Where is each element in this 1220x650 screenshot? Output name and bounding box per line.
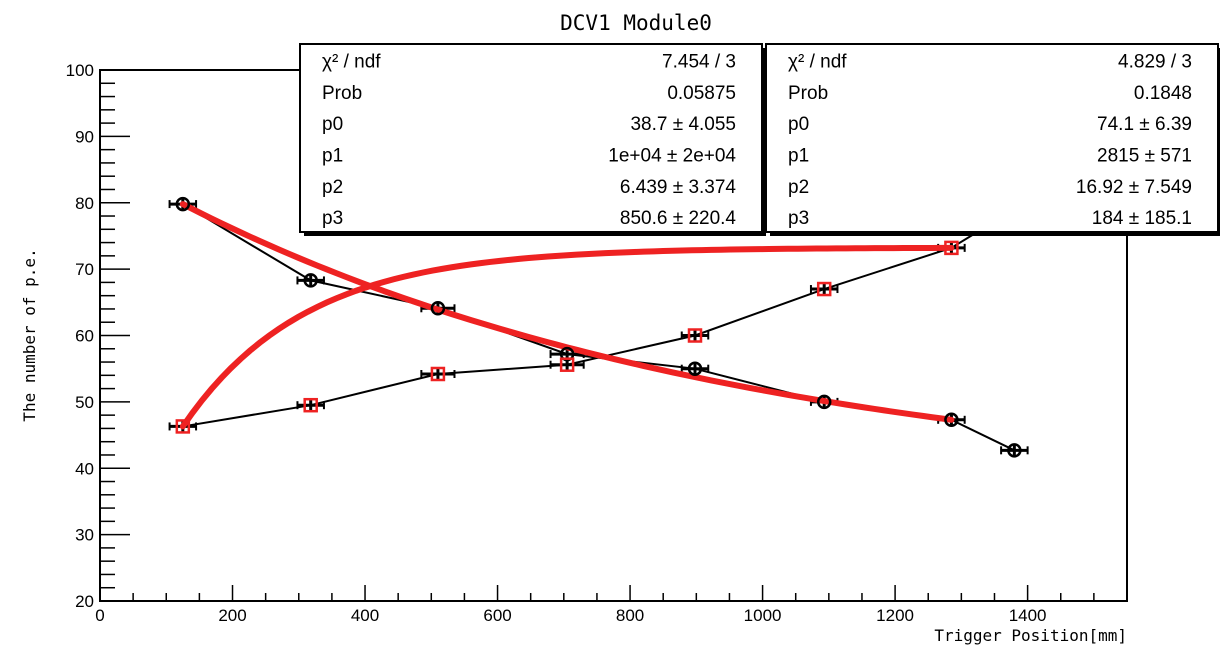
square-marker	[687, 328, 703, 343]
y-tick-label: 100	[66, 61, 94, 80]
x-tick-label: 1000	[744, 606, 782, 625]
stats-label: p2	[322, 177, 343, 198]
x-tick-label: 0	[95, 606, 104, 625]
y-tick-label: 80	[75, 194, 94, 213]
fit-curves	[179, 201, 955, 430]
stats-value: 74.1 ± 6.39	[1097, 114, 1192, 135]
stats-box	[765, 43, 1219, 233]
circle-marker	[430, 301, 446, 316]
x-tick-label: 200	[218, 606, 246, 625]
circle-marker	[175, 196, 191, 212]
y-tick-label: 50	[75, 393, 94, 412]
fit-stats-boxes: χ² / ndf 7.454 / 3 Prob 0.05875 p0 38.7 ± 4.0…	[299, 43, 1220, 236]
stats-label: p0	[322, 114, 343, 135]
axis-tick-labels: 0 200 400 600 800 1000 1200 1400 20 30 40 50 60 70 80 9…	[66, 61, 1047, 625]
stats-label: p1	[788, 146, 809, 167]
square-marker	[944, 240, 959, 256]
stats-value: 16.92 ± 7.549	[1076, 177, 1192, 198]
circle-marker	[944, 412, 959, 428]
square-marker	[430, 366, 446, 382]
x-axis-title: Trigger Position[mm]	[934, 626, 1127, 645]
x-tick-label: 400	[351, 606, 379, 625]
stats-value: 2815 ± 571	[1097, 146, 1192, 167]
stats-value: 184 ± 185.1	[1092, 208, 1192, 229]
stats-label: p0	[788, 114, 809, 135]
fit-curve	[179, 244, 955, 430]
y-tick-label: 20	[75, 592, 94, 611]
y-tick-label: 30	[75, 526, 94, 545]
y-tick-label: 60	[75, 327, 94, 346]
stats-label: p1	[322, 146, 343, 167]
stats-value: 6.439 ± 3.374	[620, 177, 737, 198]
stats-label: Prob	[322, 83, 362, 104]
chart-title: DCV1 Module0	[560, 11, 712, 35]
y-axis-title: The number of p.e.	[20, 248, 39, 421]
y-tick-label: 90	[75, 127, 94, 146]
stats-value: 0.1848	[1134, 83, 1192, 104]
stats-value: 0.05875	[667, 83, 736, 104]
circle-marker	[303, 273, 318, 288]
square-marker	[175, 419, 191, 434]
y-tick-label: 70	[75, 260, 94, 279]
circle-marker	[816, 394, 832, 410]
circle-marker	[559, 346, 575, 362]
x-tick-label: 1400	[1009, 606, 1047, 625]
y-tick-label: 40	[75, 459, 94, 478]
stats-label: Prob	[788, 83, 828, 104]
circle-marker	[687, 361, 703, 376]
x-tick-label: 600	[483, 606, 511, 625]
stats-label: χ² / ndf	[788, 52, 847, 73]
square-marker	[559, 357, 575, 372]
stats-value: 4.829 / 3	[1118, 52, 1192, 73]
square-marker	[816, 281, 832, 297]
stats-value: 7.454 / 3	[662, 52, 736, 73]
axis-ticks	[99, 69, 1128, 602]
stats-label: χ² / ndf	[322, 52, 381, 73]
stats-value: 1e+04 ± 2e+04	[608, 146, 736, 167]
square-marker	[303, 397, 318, 413]
x-tick-label: 800	[616, 606, 644, 625]
x-tick-label: 1200	[876, 606, 914, 625]
fit-curve	[179, 201, 955, 423]
data-marks	[168, 197, 1029, 456]
stats-label: p3	[322, 208, 343, 229]
circle-marker	[1007, 443, 1022, 458]
stats-value: 850.6 ± 220.4	[620, 208, 737, 229]
series-connector-line	[182, 208, 1015, 428]
stats-box	[299, 43, 763, 233]
stats-label: p3	[788, 208, 809, 229]
stats-value: 38.7 ± 4.055	[630, 114, 736, 135]
data-markers	[175, 196, 1022, 458]
stats-label: p2	[788, 177, 809, 198]
